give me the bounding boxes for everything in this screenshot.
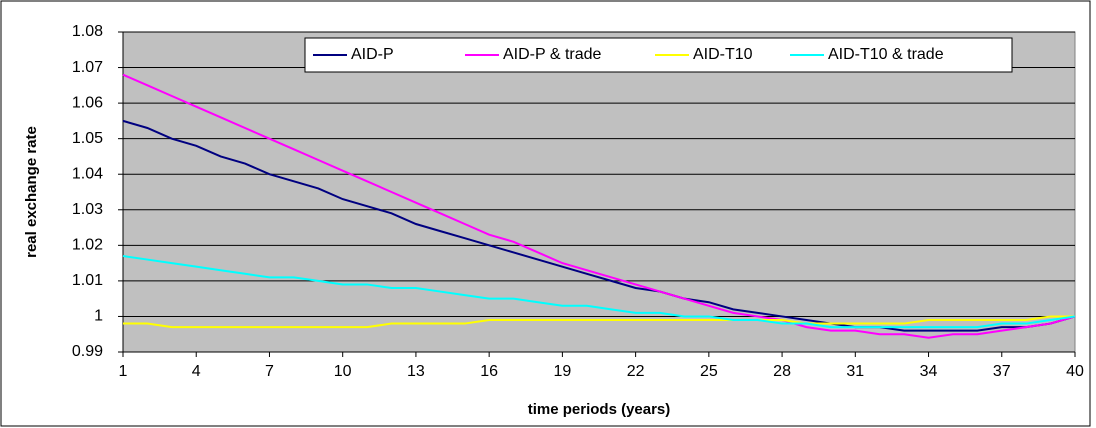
y-tick-label: 1.04: [72, 165, 103, 182]
y-tick-label: 1.01: [72, 272, 103, 289]
x-tick-label: 25: [700, 363, 718, 380]
y-tick-label: 0.99: [72, 343, 103, 360]
x-tick-label: 13: [407, 363, 425, 380]
y-tick-label: 1.06: [72, 94, 103, 111]
series-line: [123, 315, 1075, 329]
x-tick-label: 22: [627, 363, 645, 380]
legend-label: AID-T10: [693, 46, 753, 63]
x-tick-label: 7: [265, 363, 274, 380]
x-axis-label: time periods (years): [528, 401, 671, 418]
y-tick-label: 1.03: [72, 201, 103, 218]
legend-label: AID-P: [351, 46, 394, 63]
legend-label: AID-T10 & trade: [828, 46, 944, 63]
x-tick-label: 4: [192, 363, 201, 380]
x-tick-label: 40: [1066, 363, 1084, 380]
y-tick-label: 1: [94, 308, 103, 325]
y-tick-label: 1.07: [72, 59, 103, 76]
series-line: [122, 73, 1076, 339]
x-tick-label: 31: [846, 363, 864, 380]
x-tick-label: 19: [553, 363, 571, 380]
x-tick-label: 16: [480, 363, 498, 380]
series-line: [122, 255, 1076, 329]
x-tick-label: 1: [119, 363, 128, 380]
y-tick-label: 1.02: [72, 237, 103, 254]
x-tick-label: 37: [993, 363, 1011, 380]
legend-label: AID-P & trade: [503, 46, 602, 63]
plot-background: [122, 31, 1076, 353]
x-tick-label: 10: [334, 363, 352, 380]
y-tick-label: 1.08: [72, 23, 103, 40]
x-tick-label: 34: [920, 363, 938, 380]
y-tick-label: 1.05: [72, 130, 103, 147]
x-tick-label: 28: [773, 363, 791, 380]
series-line: [122, 119, 1076, 332]
y-axis-label: real exchange rate: [23, 126, 40, 258]
